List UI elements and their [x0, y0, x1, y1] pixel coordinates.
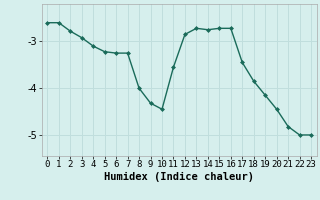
X-axis label: Humidex (Indice chaleur): Humidex (Indice chaleur) — [104, 172, 254, 182]
